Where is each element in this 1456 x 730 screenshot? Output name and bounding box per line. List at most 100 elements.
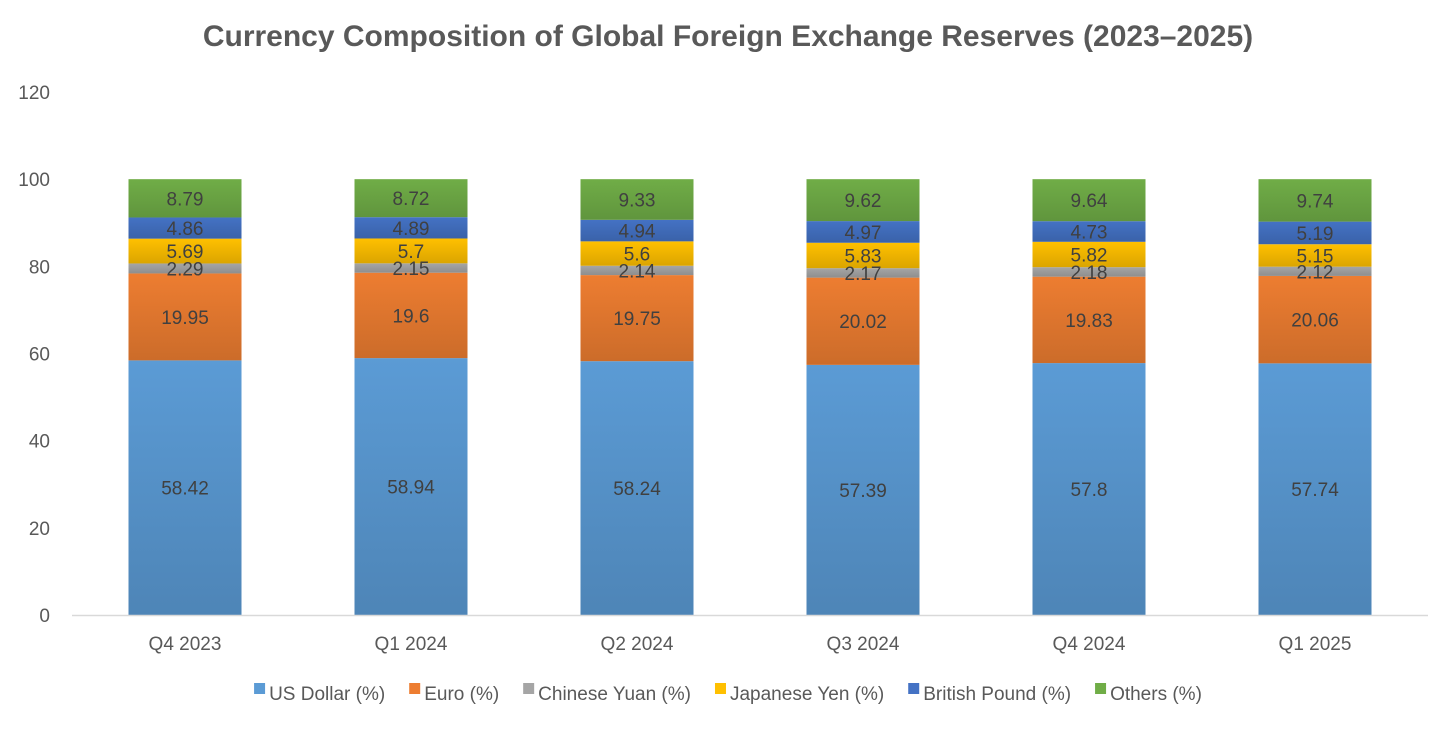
bar-chinese-yuan-q3-2024 xyxy=(806,268,920,278)
bar-british-pound-q4-2024 xyxy=(1032,221,1146,242)
bar-british-pound-q4-2023 xyxy=(128,217,242,239)
bar-us-dollar-q3-2024 xyxy=(806,364,920,615)
bar-chinese-yuan-q4-2024 xyxy=(1032,267,1146,277)
legend-label: British Pound (%) xyxy=(923,684,1071,705)
bar-chinese-yuan-q1-2025 xyxy=(1258,266,1372,276)
x-tick-label: Q1 2024 xyxy=(375,634,448,655)
legend-item-others: Others (%) xyxy=(1095,683,1202,705)
data-label-chinese-yuan: 2.17 xyxy=(845,264,882,285)
data-label-japanese-yen: 5.6 xyxy=(624,245,650,266)
bar-euro-q2-2024 xyxy=(580,275,694,362)
data-label-euro: 19.75 xyxy=(613,309,661,330)
data-label-us-dollar: 57.8 xyxy=(1071,480,1108,501)
data-label-others: 8.79 xyxy=(167,189,204,210)
data-label-euro: 19.6 xyxy=(393,306,430,327)
bar-japanese-yen-q1-2024 xyxy=(354,238,468,264)
bar-others-q4-2023 xyxy=(128,179,242,218)
bar-others-q4-2024 xyxy=(1032,179,1146,222)
bar-others-q2-2024 xyxy=(580,179,694,220)
legend-swatch xyxy=(714,683,726,694)
bar-euro-q1-2025 xyxy=(1258,275,1372,364)
y-axis: 0 20 40 60 80 100 120 xyxy=(18,83,50,627)
legend-item-british-pound: British Pound (%) xyxy=(908,683,1071,705)
data-label-british-pound: 4.94 xyxy=(619,222,656,243)
bar-japanese-yen-q3-2024 xyxy=(806,242,920,269)
y-tick-label: 60 xyxy=(29,345,50,366)
x-tick-label: Q4 2024 xyxy=(1053,634,1126,655)
data-label-others: 8.72 xyxy=(393,189,430,210)
data-label-japanese-yen: 5.83 xyxy=(845,246,882,267)
legend-item-chinese-yuan: Chinese Yuan (%) xyxy=(523,683,691,705)
data-labels: 58.4219.952.295.694.868.7958.9419.62.155… xyxy=(161,189,1339,502)
data-label-chinese-yuan: 2.14 xyxy=(619,261,656,282)
legend-label: Chinese Yuan (%) xyxy=(538,684,691,705)
data-label-japanese-yen: 5.15 xyxy=(1297,246,1334,267)
data-label-british-pound: 4.73 xyxy=(1071,222,1108,243)
data-label-british-pound: 5.19 xyxy=(1297,224,1334,245)
data-label-us-dollar: 57.74 xyxy=(1291,480,1339,501)
bar-british-pound-q3-2024 xyxy=(806,221,920,243)
bar-euro-q4-2024 xyxy=(1032,276,1146,364)
data-label-us-dollar: 58.24 xyxy=(613,479,661,500)
data-label-euro: 19.95 xyxy=(161,308,209,329)
legend-item-japanese-yen: Japanese Yen (%) xyxy=(714,683,884,705)
bar-us-dollar-q2-2024 xyxy=(580,361,694,615)
legend-item-euro: Euro (%) xyxy=(409,683,499,705)
bar-us-dollar-q1-2024 xyxy=(354,358,468,615)
bar-chinese-yuan-q2-2024 xyxy=(580,265,694,276)
x-axis: Q4 2023 Q1 2024 Q2 2024 Q3 2024 Q4 2024 Q1 20… xyxy=(72,614,1428,655)
bar-euro-q1-2024 xyxy=(354,272,468,359)
bars xyxy=(128,179,1372,615)
chart-title: Currency Composition of Global Foreign E… xyxy=(202,20,1254,53)
x-tick-label: Q3 2024 xyxy=(827,634,900,655)
y-tick-label: 100 xyxy=(18,170,50,191)
bar-us-dollar-q1-2025 xyxy=(1258,363,1372,615)
data-label-us-dollar: 57.39 xyxy=(839,481,887,502)
bar-japanese-yen-q2-2024 xyxy=(580,241,694,266)
data-label-others: 9.33 xyxy=(619,190,656,211)
y-tick-label: 0 xyxy=(39,606,50,627)
bar-us-dollar-q4-2023 xyxy=(128,360,242,615)
legend-swatch xyxy=(523,683,535,694)
x-tick-label: Q4 2023 xyxy=(149,634,222,655)
legend-swatch xyxy=(254,683,266,694)
data-label-japanese-yen: 5.7 xyxy=(398,242,424,263)
legend-item-us-dollar: US Dollar (%) xyxy=(254,683,385,705)
bar-british-pound-q1-2024 xyxy=(354,217,468,239)
data-label-others: 9.74 xyxy=(1297,191,1334,212)
x-tick-label: Q1 2025 xyxy=(1279,634,1352,655)
bar-japanese-yen-q4-2024 xyxy=(1032,241,1146,268)
data-label-euro: 20.02 xyxy=(839,312,887,333)
bar-chinese-yuan-q4-2023 xyxy=(128,263,242,274)
data-label-chinese-yuan: 2.18 xyxy=(1071,263,1108,284)
bar-us-dollar-q4-2024 xyxy=(1032,363,1146,615)
legend-swatch xyxy=(409,683,421,694)
data-label-japanese-yen: 5.82 xyxy=(1071,245,1108,266)
data-label-us-dollar: 58.42 xyxy=(161,479,209,500)
legend-label: US Dollar (%) xyxy=(269,684,385,705)
data-label-us-dollar: 58.94 xyxy=(387,478,435,499)
data-label-chinese-yuan: 2.29 xyxy=(167,259,204,280)
legend-label: Euro (%) xyxy=(424,684,499,705)
y-tick-label: 80 xyxy=(29,257,50,278)
data-label-japanese-yen: 5.69 xyxy=(167,242,204,263)
bar-others-q1-2025 xyxy=(1258,179,1372,222)
bar-euro-q3-2024 xyxy=(806,277,920,365)
bar-japanese-yen-q4-2023 xyxy=(128,238,242,264)
legend-swatch xyxy=(1095,683,1107,694)
bar-others-q3-2024 xyxy=(806,179,920,222)
legend-swatch xyxy=(908,683,920,694)
data-label-chinese-yuan: 2.15 xyxy=(393,259,430,280)
y-tick-label: 40 xyxy=(29,432,50,453)
bar-japanese-yen-q1-2025 xyxy=(1258,244,1372,267)
x-tick-label: Q2 2024 xyxy=(601,634,674,655)
legend-label: Japanese Yen (%) xyxy=(730,684,884,705)
legend-label: Others (%) xyxy=(1110,684,1202,705)
bar-british-pound-q2-2024 xyxy=(580,219,694,242)
bar-others-q1-2024 xyxy=(354,179,468,218)
data-label-others: 9.62 xyxy=(845,191,882,212)
bar-chinese-yuan-q1-2024 xyxy=(354,263,468,273)
data-label-euro: 19.83 xyxy=(1065,311,1113,332)
